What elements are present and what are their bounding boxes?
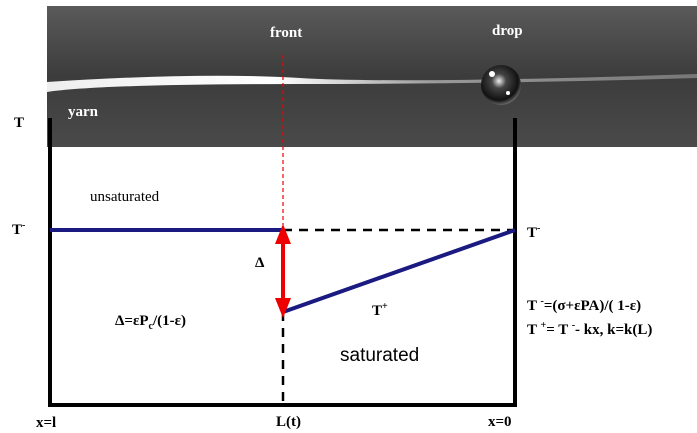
t: T: [527, 225, 537, 241]
t: T: [12, 222, 22, 238]
formula-2: T += T -- kx, k=k(L): [527, 320, 652, 338]
drop-label: drop: [492, 23, 523, 39]
t-minus-right: T-: [527, 223, 540, 241]
frame: [48, 118, 517, 407]
saturated: saturated: [340, 345, 419, 366]
sup: -: [540, 296, 543, 307]
x-l: x=l: [36, 415, 56, 431]
unsaturated: unsaturated: [90, 189, 160, 205]
sub: c: [149, 321, 154, 332]
t-top: T: [14, 115, 24, 131]
t-minus-left: T-: [12, 220, 25, 238]
yarn-label: yarn: [68, 104, 99, 120]
part: = T: [546, 322, 572, 338]
photo: front drop yarn: [47, 6, 697, 147]
sup: -: [572, 320, 575, 331]
x-0: x=0: [488, 414, 512, 430]
t-plus: T+: [372, 301, 388, 319]
part: T: [527, 322, 540, 338]
part: - kx, k=k(L): [575, 322, 652, 338]
sup: +: [540, 320, 546, 331]
delta: Δ: [255, 255, 265, 271]
part: /(1-ε): [152, 313, 186, 329]
t: T: [372, 303, 382, 319]
delta-arrow: [275, 224, 291, 318]
formula-1: T -=(σ+εPA)/( 1-ε): [527, 296, 641, 314]
part: Δ=εP: [115, 313, 149, 329]
sat-line: [282, 228, 516, 314]
sup: -: [22, 220, 25, 231]
sup: +: [382, 301, 388, 312]
delta-formula: Δ=εPc/(1-ε): [115, 313, 186, 332]
part: T: [527, 298, 540, 314]
l-t: L(t): [276, 414, 301, 430]
front-label: front: [270, 25, 302, 41]
part: =(σ+εPA)/( 1-ε): [544, 298, 641, 314]
sup: -: [537, 223, 540, 234]
